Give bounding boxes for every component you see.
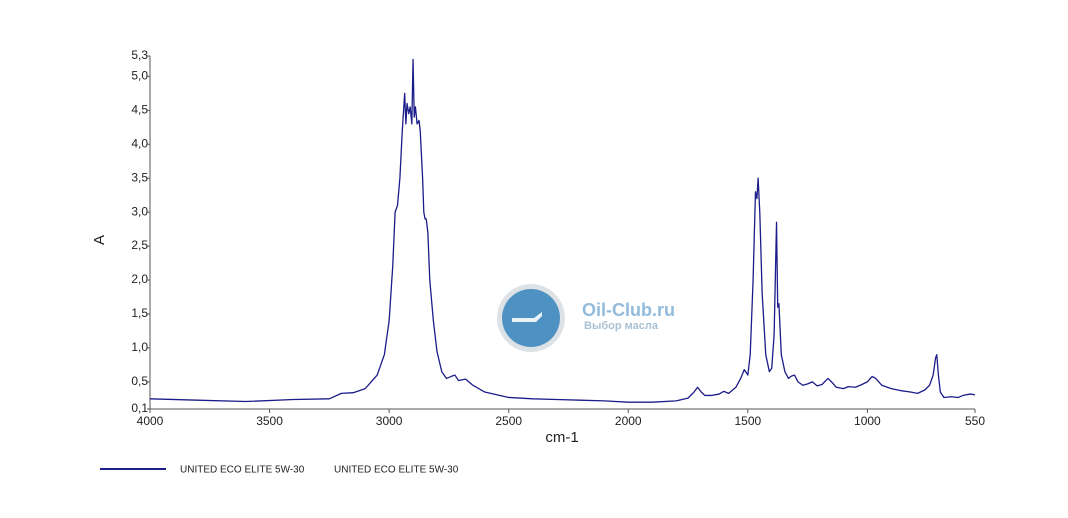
- y-tick-label: 4,5: [131, 102, 148, 116]
- y-tick-label: 0,5: [131, 374, 148, 388]
- y-tick-label: 5,3: [131, 48, 148, 62]
- x-tick-label: 1500: [734, 414, 761, 428]
- y-tick-label: 3,5: [131, 170, 148, 184]
- y-axis-label: A: [91, 235, 108, 245]
- x-tick-label: 2500: [495, 414, 522, 428]
- watermark-subtitle: Выбор масла: [584, 320, 659, 332]
- legend-label: UNITED ECO ELITE 5W-30: [180, 465, 305, 476]
- y-tick-label: 4,0: [131, 136, 148, 150]
- y-tick-label: 3,0: [131, 204, 148, 218]
- x-tick-label: 3500: [256, 414, 283, 428]
- y-tick-label: 5,0: [131, 69, 148, 83]
- x-tick-label: 3000: [376, 414, 403, 428]
- spectrum-line: [149, 58, 976, 403]
- legend-sample: UNITED ECO ELITE 5W-30: [334, 465, 459, 476]
- logo-icon: [512, 312, 542, 322]
- x-axis-label: cm-1: [545, 429, 578, 446]
- y-tick-label: 2,5: [131, 238, 148, 252]
- x-tick-label: 4000: [137, 414, 164, 428]
- x-tick-label: 550: [965, 414, 985, 428]
- y-tick-label: 1,5: [131, 306, 148, 320]
- y-tick-label: 1,0: [131, 340, 148, 354]
- watermark-title: Oil-Club.ru: [582, 300, 675, 320]
- x-tick-label: 2000: [615, 414, 642, 428]
- y-tick-label: 0,1: [131, 401, 148, 415]
- x-tick-label: 1000: [854, 414, 881, 428]
- y-tick-label: 2,0: [131, 272, 148, 286]
- watermark: Oil-Club.ru Выбор масла: [497, 284, 675, 352]
